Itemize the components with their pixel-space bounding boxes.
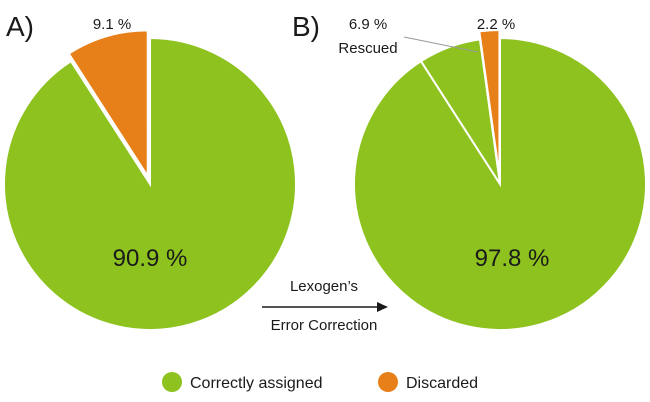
pie-b-slice-discarded: [478, 29, 501, 177]
arrow-head-icon: [377, 302, 388, 312]
legend: Correctly assigned Discarded: [162, 372, 478, 392]
error-correction-arrow: Lexogen’s Error Correction: [262, 278, 388, 334]
pie-b-center-label: 97.8 %: [475, 245, 550, 272]
panel-b: B) 97.8 % 6.9 % Rescued 2.2 %: [292, 11, 647, 331]
panel-b-label: B): [292, 11, 320, 42]
pie-a-correct-label: 90.9 %: [113, 245, 188, 272]
panel-a: A) 90.9 % 9.1 %: [3, 11, 297, 331]
legend-swatch-correct: [162, 372, 182, 392]
pie-b-discarded-label: 2.2 %: [477, 16, 515, 33]
arrow-label-line2: Error Correction: [271, 317, 378, 334]
legend-swatch-discarded: [378, 372, 398, 392]
pie-b-rescued-sublabel: Rescued: [338, 40, 397, 57]
panel-a-label: A): [6, 11, 34, 42]
pie-b-rescued-label: 6.9 %: [349, 16, 387, 33]
pie-a-slice-discarded: [67, 29, 149, 180]
pie-a-slice-correct: [3, 36, 297, 331]
pie-a-discarded-label: 9.1 %: [93, 16, 131, 33]
arrow-label-line1: Lexogen’s: [290, 278, 358, 295]
rescued-leader-line: [403, 36, 479, 53]
legend-label-correct: Correctly assigned: [190, 375, 323, 392]
legend-label-discarded: Discarded: [406, 375, 478, 392]
